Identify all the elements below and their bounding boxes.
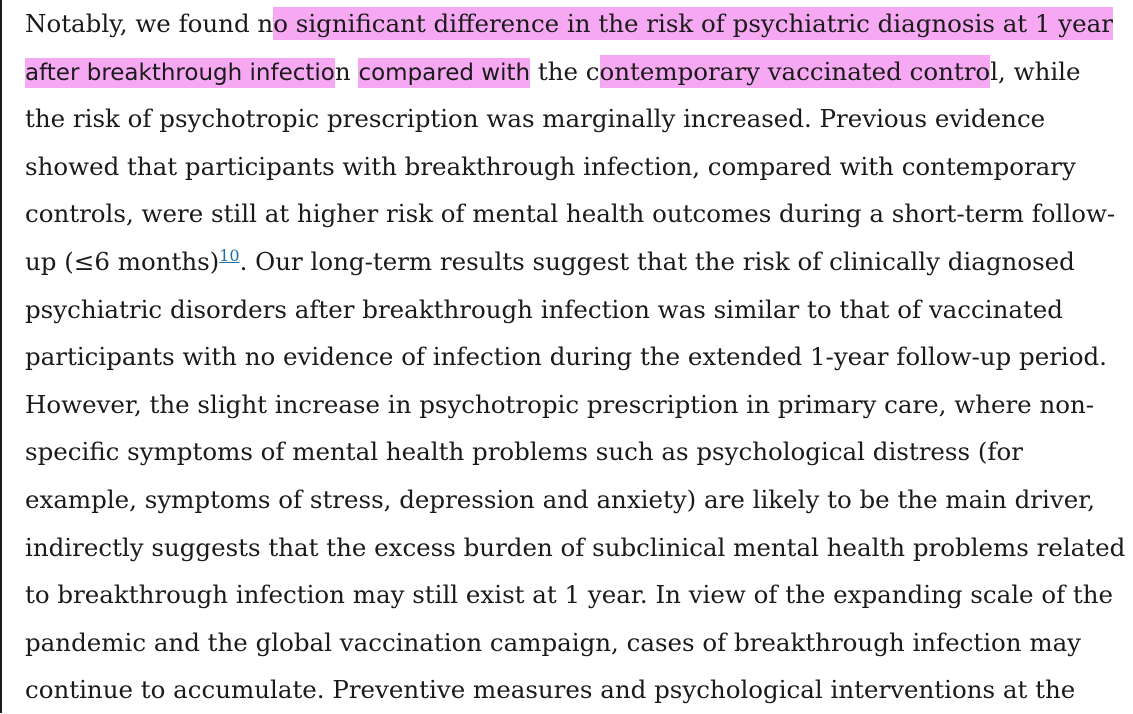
text-line-14: pandemic and the global vaccination camp… <box>25 627 1082 657</box>
text-line-9: However, the slight increase in psychotr… <box>25 389 1095 419</box>
text-line-7: psychiatric disorders after breakthrough… <box>25 294 1063 324</box>
text-line-4: showed that participants with breakthrou… <box>25 151 1076 181</box>
reference-link[interactable]: 10 <box>219 245 240 265</box>
highlight-span[interactable]: compared with <box>358 57 531 88</box>
text-line-13: to breakthrough infection may still exis… <box>25 580 1114 610</box>
highlight-span[interactable]: o significant difference in the risk of … <box>273 7 1113 40</box>
text-run: n <box>334 56 351 86</box>
highlight-span[interactable]: ontemporary vaccinated contro <box>599 54 991 88</box>
text-line-3: the risk of psychotropic prescription wa… <box>25 104 1046 134</box>
text-line-15: continue to accumulate. Preventive measu… <box>25 675 1076 705</box>
text-line-6: up (≤6 months)10. Our long-term results … <box>25 238 1125 286</box>
left-border <box>0 0 2 713</box>
text-run: the c <box>530 56 600 86</box>
text-line-11: example, symptoms of stress, depression … <box>25 484 1095 514</box>
highlight-span[interactable]: after breakthrough infectio <box>25 57 335 88</box>
text-run: Notably, we found n <box>25 9 274 38</box>
text-run: up (≤6 months) <box>25 246 220 276</box>
article-paragraph: Notably, we found no significant differe… <box>25 0 1125 714</box>
text-run: l, while <box>990 56 1081 86</box>
text-line-1: Notably, we found no significant differe… <box>25 0 1125 48</box>
text-line-8: participants with no evidence of infecti… <box>25 342 1107 372</box>
text-run: . Our long-term results suggest that the… <box>239 246 1075 276</box>
text-line-10: specific symptoms of mental health probl… <box>25 437 1023 467</box>
text-line-5: controls, were still at higher risk of m… <box>25 199 1116 229</box>
text-line-2: after breakthrough infection compared wi… <box>25 48 1125 96</box>
text-line-12: indirectly suggests that the excess burd… <box>25 532 1126 562</box>
